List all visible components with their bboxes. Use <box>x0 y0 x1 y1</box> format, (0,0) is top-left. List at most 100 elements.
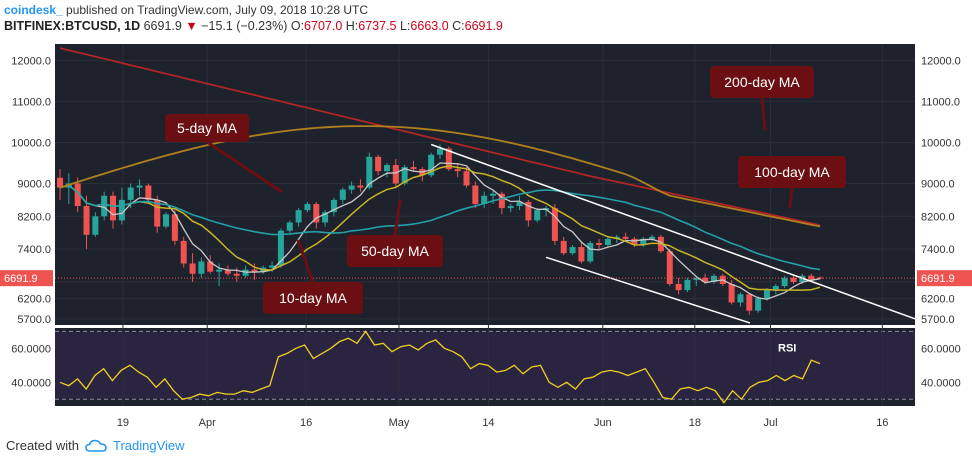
footer: Created with TradingView <box>6 438 185 453</box>
callout-label-3: 50-day MA <box>361 243 429 259</box>
candle-body <box>118 199 125 221</box>
candle-body <box>693 277 700 280</box>
candle-body <box>224 269 231 274</box>
candle-body <box>92 216 99 235</box>
callout-box-3 <box>347 235 443 267</box>
last-price-text-right: 6691.9 <box>921 273 955 285</box>
candle-body <box>481 195 488 204</box>
candle-body <box>604 238 611 246</box>
price-chart-svg[interactable]: 12000.0 12000.0 11000.0 11000.0 10000.0 10000… <box>0 40 972 432</box>
callout-box-0 <box>710 66 814 98</box>
price-tick-left: 6200.0 <box>17 293 51 305</box>
price-tick-left: 10000.0 <box>11 137 51 149</box>
price-tick-left: 12000.0 <box>11 55 51 67</box>
rsi-line <box>59 330 821 404</box>
candle-body <box>410 167 417 170</box>
price-tick-left: 11000.0 <box>12 96 51 108</box>
candle-body <box>525 201 532 221</box>
chart-area[interactable]: 12000.0 12000.0 11000.0 11000.0 10000.0 10000… <box>0 40 972 432</box>
callout-pointer-4 <box>296 239 315 283</box>
author-link[interactable]: coindesk_ <box>4 3 63 17</box>
candle-body <box>163 214 170 227</box>
time-tick-label: 19 <box>117 417 129 429</box>
tradingview-cloud-icon <box>85 439 107 452</box>
candle-body <box>313 203 320 223</box>
callout-label-2: 100-day MA <box>754 164 830 180</box>
candle-body <box>534 210 541 221</box>
time-tick-label: Jul <box>763 417 777 429</box>
candle-body <box>622 236 629 239</box>
candle-body <box>216 269 223 272</box>
candle-body <box>551 208 558 241</box>
candle-body <box>737 294 744 303</box>
candle-body <box>710 275 717 282</box>
ma200-line <box>59 125 821 228</box>
time-tick-label: 16 <box>300 417 312 429</box>
candle-body <box>348 185 355 190</box>
candle-body <box>110 195 117 221</box>
open-value: 6707.0 <box>304 19 343 33</box>
price-tick-right: 10000.0 <box>921 137 961 149</box>
callout-label-1: 5-day MA <box>177 120 238 136</box>
candle-body <box>383 165 390 172</box>
last-price-tag-left <box>0 270 53 287</box>
candle-body <box>578 247 585 262</box>
candle-body <box>569 247 576 254</box>
price-tick-left: 7400.0 <box>17 244 51 256</box>
callout-label-0: 200-day MA <box>724 74 800 90</box>
open-label: O: <box>290 19 305 33</box>
time-tick-label: May <box>389 417 410 429</box>
rsi-tick-right: 60.0000 <box>921 343 961 355</box>
candle-body <box>596 242 603 246</box>
candle-body <box>357 185 364 188</box>
tradingview-brand-link[interactable]: TradingView <box>112 438 185 453</box>
price-tick-right: 12000.0 <box>921 55 961 67</box>
callout-pointer-1 <box>206 140 283 194</box>
rsi-tick-left: 60.0000 <box>11 343 51 355</box>
candle-body <box>189 263 196 274</box>
high-value: 6737.5 <box>358 19 397 33</box>
channel-lower-line <box>545 256 751 324</box>
candle-body <box>295 210 302 223</box>
candle-body <box>428 154 435 176</box>
low-label: L: <box>399 19 411 33</box>
candle-body <box>587 242 594 262</box>
callout-pointer-3 <box>393 199 402 236</box>
candle-body <box>445 148 452 170</box>
candle-body <box>684 279 691 291</box>
candle-body <box>507 206 514 209</box>
change-arrow-icon: ▼ <box>185 19 198 33</box>
candle-body <box>649 236 656 239</box>
candle-body <box>781 277 788 287</box>
candle-body <box>401 167 408 184</box>
price-tick-left: 8200.0 <box>17 211 51 223</box>
candle-body <box>171 214 178 241</box>
time-tick-label: 16 <box>876 417 888 429</box>
close-label: C: <box>452 19 465 33</box>
candle-body <box>516 201 523 207</box>
candle-body <box>101 195 108 217</box>
publish-line: coindesk_ published on TradingView.com, … <box>4 2 503 18</box>
candle-body <box>127 187 134 200</box>
candle-body <box>790 277 797 282</box>
ohlc-line: BITFINEX:BTCUSD, 1D 6691.9 ▼ −15.1 (−0.2… <box>4 18 503 34</box>
price-tick-right: 8200.0 <box>921 211 955 223</box>
candle-body <box>136 185 143 188</box>
callout-box-2 <box>738 156 846 188</box>
time-tick-label: 18 <box>689 417 701 429</box>
callout-pointer-0 <box>760 97 767 131</box>
candle-body <box>339 189 346 200</box>
candle-body <box>207 261 214 272</box>
change-value: −15.1 (−0.23%) <box>201 19 288 33</box>
candle-body <box>463 171 470 186</box>
candle-body <box>251 269 258 272</box>
candle-body <box>322 212 329 223</box>
candle-body <box>83 206 90 235</box>
candle-body <box>746 294 753 311</box>
candle-body <box>498 193 505 209</box>
rsi-tick-right: 40.0000 <box>921 377 961 389</box>
candle-body <box>631 238 638 246</box>
candle-body <box>755 298 762 311</box>
ma10-line <box>59 165 821 291</box>
price-tick-right: 7400.0 <box>921 244 955 256</box>
